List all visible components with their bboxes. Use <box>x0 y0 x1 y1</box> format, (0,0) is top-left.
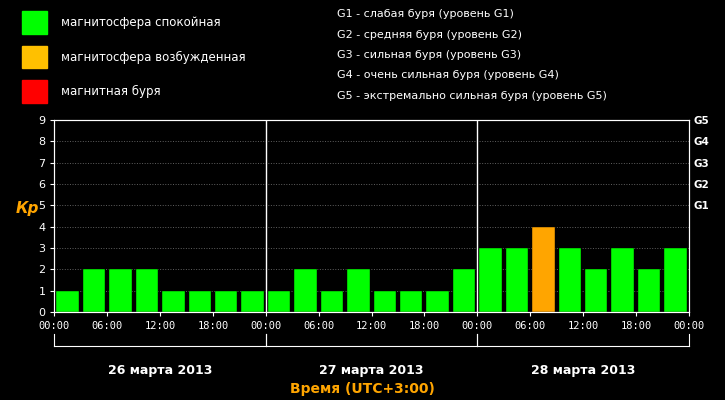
Bar <box>664 248 687 312</box>
FancyBboxPatch shape <box>22 11 46 34</box>
Bar <box>558 248 581 312</box>
Text: 26 марта 2013: 26 марта 2013 <box>108 364 212 377</box>
Bar <box>268 291 290 312</box>
Text: G5 - экстремально сильная буря (уровень G5): G5 - экстремально сильная буря (уровень … <box>337 90 608 100</box>
Bar <box>585 269 608 312</box>
Bar <box>373 291 396 312</box>
Text: магнитосфера спокойная: магнитосфера спокойная <box>61 16 220 29</box>
Bar <box>57 291 79 312</box>
Bar <box>162 291 185 312</box>
Bar <box>136 269 158 312</box>
Bar <box>532 227 555 312</box>
Text: 28 марта 2013: 28 марта 2013 <box>531 364 635 377</box>
Bar <box>83 269 105 312</box>
Bar <box>400 291 423 312</box>
Y-axis label: Кр: Кр <box>15 201 39 216</box>
Bar <box>109 269 132 312</box>
Text: G1 - слабая буря (уровень G1): G1 - слабая буря (уровень G1) <box>337 9 514 19</box>
Bar <box>347 269 370 312</box>
Bar <box>426 291 449 312</box>
Bar <box>453 269 476 312</box>
Bar <box>320 291 343 312</box>
Bar <box>638 269 660 312</box>
Bar <box>215 291 237 312</box>
FancyBboxPatch shape <box>22 80 46 103</box>
Bar <box>506 248 529 312</box>
Text: магнитная буря: магнитная буря <box>61 85 161 98</box>
Bar <box>188 291 211 312</box>
FancyBboxPatch shape <box>22 46 46 68</box>
Text: G3 - сильная буря (уровень G3): G3 - сильная буря (уровень G3) <box>337 50 521 60</box>
Bar <box>479 248 502 312</box>
Text: G2 - средняя буря (уровень G2): G2 - средняя буря (уровень G2) <box>337 30 523 40</box>
Bar <box>294 269 317 312</box>
Text: 27 марта 2013: 27 марта 2013 <box>319 364 424 377</box>
Text: Время (UTC+3:00): Время (UTC+3:00) <box>290 382 435 396</box>
Text: G4 - очень сильная буря (уровень G4): G4 - очень сильная буря (уровень G4) <box>337 70 559 80</box>
Bar <box>611 248 634 312</box>
Text: магнитосфера возбужденная: магнитосфера возбужденная <box>61 50 246 64</box>
Bar <box>241 291 264 312</box>
